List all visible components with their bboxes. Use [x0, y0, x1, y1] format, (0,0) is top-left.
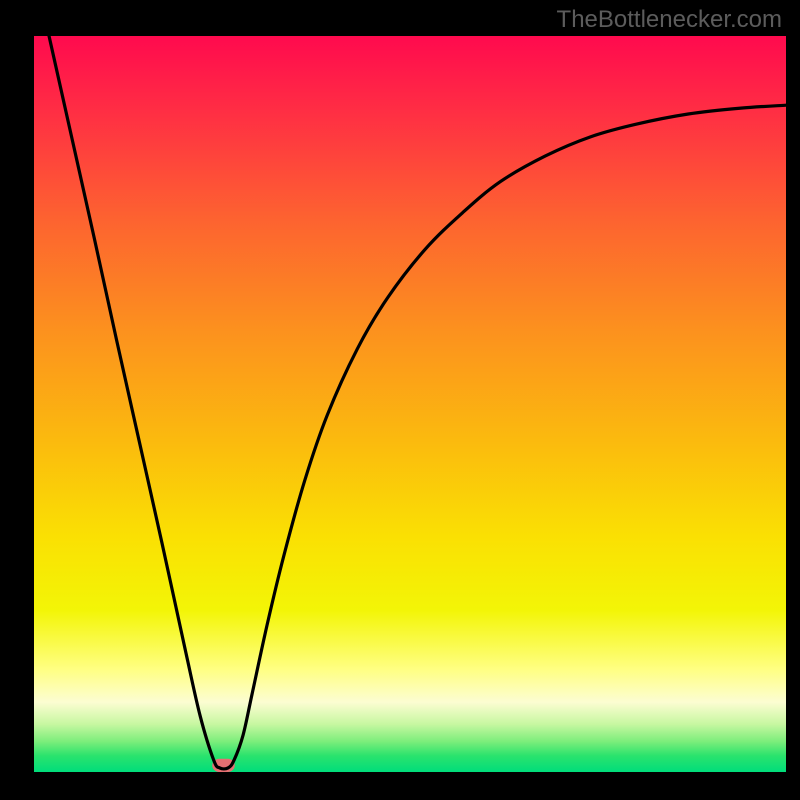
chart-outer-frame: TheBottlenecker.com [0, 0, 800, 800]
chart-svg [34, 36, 786, 772]
chart-plot-area [34, 36, 786, 772]
chart-background-gradient [34, 36, 786, 772]
source-watermark: TheBottlenecker.com [557, 6, 782, 34]
